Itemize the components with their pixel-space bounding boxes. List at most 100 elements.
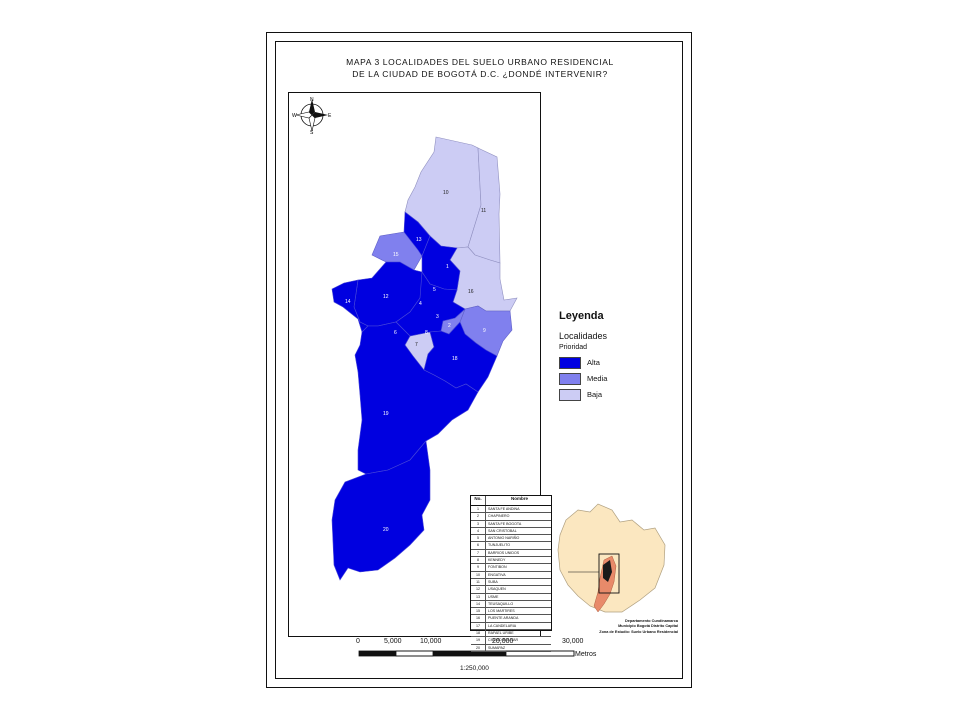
- table-cell-no: 14: [471, 600, 486, 608]
- scale-tick-10000: 10,000: [420, 638, 442, 645]
- scale-tick-30000: 30,000: [562, 638, 584, 645]
- table-row: 15 LOS MARTIRES: [471, 608, 551, 616]
- table-cell-nombre: USAQUEN: [488, 587, 506, 592]
- table-row: 2 CHAPINERO: [471, 513, 551, 521]
- table-cell-nombre: ANTONIO NARIÑO: [488, 536, 520, 541]
- localidades-table: No. Nombre 1 SANTA FE ANDINA 2 CHAPINERO 3 SA…: [470, 495, 552, 652]
- region-label-16: 16: [468, 289, 474, 295]
- table-cell-no: 1: [471, 506, 486, 513]
- table-cell-nombre: PUENTE ARANDA: [488, 616, 519, 621]
- table-row: 4 SAN CRISTOBAL: [471, 527, 551, 536]
- region-label-14: 14: [345, 299, 351, 305]
- table-row: 3 SANTA FE BOGOTA: [471, 520, 551, 528]
- map-title-line-1: MAPA 3 LOCALIDADES DEL SUELO URBANO RESI…: [346, 57, 614, 67]
- table-cell-no: 11: [471, 578, 486, 586]
- region-label-20: 20: [383, 527, 389, 533]
- region-label-9: 9: [483, 328, 486, 334]
- table-cell-no: 5: [471, 535, 486, 542]
- legend-category: Prioridad: [559, 344, 588, 351]
- scale-tick-20000: 20,000: [492, 638, 514, 645]
- scale-ratio: 1:250,000: [460, 665, 489, 672]
- region-label-2: 2: [448, 323, 451, 329]
- table-cell-no: 8: [471, 557, 486, 564]
- table-cell-nombre: LOS MARTIRES: [488, 609, 515, 614]
- table-cell-no: 15: [471, 608, 486, 615]
- table-cell-no: 3: [471, 520, 486, 527]
- table-cell-no: 19: [471, 637, 486, 644]
- scale-bar: [358, 650, 575, 657]
- map-title-line-2: DE LA CIUDAD DE BOGOTÁ D.C. ¿DONDÉ INTER…: [352, 69, 608, 79]
- region-label-6: 6: [394, 330, 397, 336]
- region-20-sumapaz: [331, 440, 431, 581]
- table-cell-nombre: FONTIBON: [488, 565, 507, 570]
- table-cell-no: 18: [471, 630, 486, 637]
- table-cell-no: 2: [471, 513, 486, 520]
- table-row: 8 KENNEDY: [471, 557, 551, 565]
- table-cell-no: 4: [471, 527, 486, 535]
- table-cell-no: 7: [471, 549, 486, 557]
- table-cell-no: 12: [471, 586, 486, 593]
- table-header-nombre: Nombre: [510, 496, 528, 501]
- table-cell-nombre: CIUDAD BOLIVAR: [488, 638, 519, 643]
- legend-label-media: Media: [587, 374, 608, 383]
- region-label-18: 18: [452, 356, 458, 362]
- region-label-13: 13: [416, 237, 422, 243]
- table-row: 12 USAQUEN: [471, 586, 551, 594]
- region-label-19: 19: [383, 411, 389, 417]
- table-row: 10 ENGATIVA: [471, 571, 551, 579]
- table-cell-nombre: SUBA: [488, 579, 498, 584]
- region-label-5: 5: [433, 287, 436, 293]
- table-cell-no: 10: [471, 571, 486, 578]
- table-cell-nombre: USME: [488, 594, 499, 599]
- region-18-southeast: [423, 321, 498, 393]
- table-cell-nombre: CHAPINERO: [488, 514, 510, 519]
- legend-swatch-media: [559, 372, 581, 385]
- table-cell-nombre: TUNJUELITO: [488, 543, 511, 548]
- region-4-5-3: [395, 271, 466, 337]
- table-cell-no: 17: [471, 622, 486, 630]
- table-row: 1 SANTA FE ANDINA: [471, 506, 551, 514]
- compass-e: E: [328, 113, 332, 119]
- legend-swatch-baja: [559, 388, 581, 401]
- region-label-12: 12: [383, 294, 389, 300]
- region-label-7: 7: [415, 342, 418, 348]
- scale-tick-0: 0: [356, 638, 360, 645]
- compass-n: N: [310, 97, 314, 103]
- table-row: 14 TEUSAQUILLO: [471, 600, 551, 609]
- table-cell-no: 16: [471, 615, 486, 622]
- scale-tick-5000: 5,000: [384, 638, 402, 645]
- inset-caption-line-1: Departamento Cundinamarca: [625, 619, 678, 623]
- legend-label-alta: Alta: [587, 358, 600, 367]
- table-header-no: No.: [471, 496, 486, 505]
- region-19-south: [354, 321, 479, 475]
- inset-caption-line-2: Municipio Bogotá Distrito Capital: [618, 624, 678, 629]
- compass-s: S: [310, 130, 314, 136]
- legend-item-baja: Baja: [559, 388, 602, 401]
- legend-title: Leyenda: [559, 310, 604, 322]
- table-row: 16 PUENTE ARANDA: [471, 615, 551, 623]
- table-header: No. Nombre: [471, 496, 551, 506]
- table-cell-nombre: KENNEDY: [488, 558, 506, 563]
- table-row: 20 SUMAPAZ: [471, 644, 551, 652]
- table-row: 18 RAFAEL URIBE: [471, 630, 551, 638]
- table-cell-nombre: BARRIOS UNIDOS: [488, 550, 520, 555]
- region-label-11: 11: [481, 208, 486, 214]
- table-row: 19 CIUDAD BOLIVAR: [471, 637, 551, 645]
- legend-subtitle: Localidades: [559, 331, 608, 341]
- table-row: 11 SUBA: [471, 578, 551, 587]
- table-cell-no: 6: [471, 542, 486, 549]
- north-arrow-icon: N S W E: [292, 97, 332, 136]
- inset-locator-map: [557, 503, 666, 613]
- legend-label-baja: Baja: [587, 390, 603, 399]
- table-cell-nombre: ENGATIVA: [488, 572, 506, 577]
- map-title: MAPA 3 LOCALIDADES DEL SUELO URBANO RESI…: [0, 56, 960, 80]
- table-cell-nombre: RAFAEL URIBE: [488, 631, 514, 636]
- table-cell-nombre: TEUSAQUILLO: [488, 601, 514, 606]
- legend-swatch-alta: [559, 356, 581, 369]
- region-label-3: 3: [436, 314, 439, 320]
- table-body: 1 SANTA FE ANDINA 2 CHAPINERO 3 SANTA FE BOGO…: [471, 506, 551, 652]
- legend-item-alta: Alta: [559, 356, 600, 369]
- region-label-8: 8: [425, 330, 428, 336]
- table-row: 13 USME: [471, 593, 551, 601]
- table-row: 5 ANTONIO NARIÑO: [471, 535, 551, 543]
